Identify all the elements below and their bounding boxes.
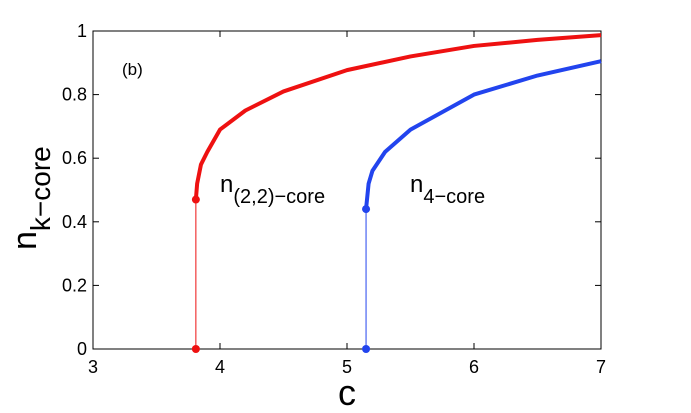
y-tick-label: 0 <box>77 339 87 359</box>
curve-label-base: n <box>410 171 423 198</box>
y-axis-label: nk−core <box>6 146 56 250</box>
point <box>362 205 371 214</box>
y-axis-label-sub: k−core <box>25 146 56 231</box>
y-tick-label: 0.8 <box>62 85 87 105</box>
x-tick-label: 6 <box>469 357 479 377</box>
point <box>362 345 371 353</box>
y-tick-label: 0.6 <box>62 148 87 168</box>
curve <box>364 59 602 210</box>
curve-label: n4−core <box>410 171 485 208</box>
x-tick-label: 7 <box>596 357 606 377</box>
panel-label: (b) <box>122 60 143 79</box>
curve-label-sub: 4−core <box>423 186 485 208</box>
point <box>191 345 200 353</box>
curve-label-base: n <box>220 171 233 198</box>
y-axis-label-text: nk−core <box>6 146 56 250</box>
curve <box>193 33 602 200</box>
y-tick-label: 1 <box>77 21 87 41</box>
y-tick-label: 0.4 <box>62 212 87 232</box>
x-tick-label: 5 <box>342 357 352 377</box>
y-tick-label: 0.2 <box>62 275 87 295</box>
point <box>191 195 200 204</box>
y-axis-label-base: n <box>6 231 44 250</box>
x-axis-label: c <box>338 372 356 413</box>
curve-label-sub: (2,2)−core <box>233 186 325 208</box>
x-tick-label: 3 <box>88 357 98 377</box>
x-tick-label: 4 <box>215 357 225 377</box>
curve-label: n(2,2)−core <box>220 171 325 208</box>
